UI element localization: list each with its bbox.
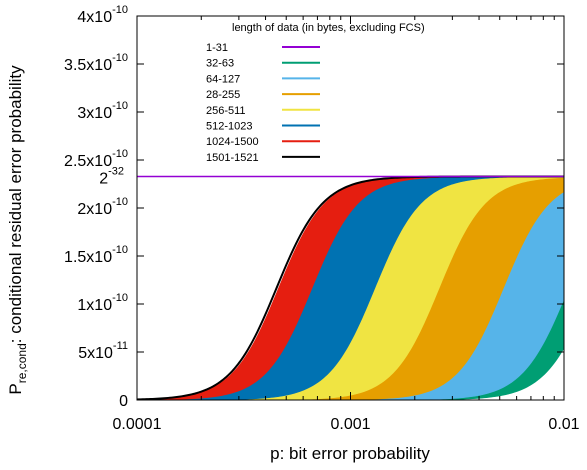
x-tick-label: 0.0001 <box>113 416 162 433</box>
band-1024-1500 <box>137 176 564 400</box>
legend-label: 1-31 <box>206 42 228 54</box>
y-tick-label: 4x10-10 <box>77 4 128 26</box>
legend-label: 64-127 <box>206 73 240 85</box>
y-tick-label: 0 <box>119 393 128 410</box>
legend-label: 1024-1500 <box>206 136 259 148</box>
legend-label: 512-1023 <box>206 121 253 133</box>
legend: length of data (in bytes, excluding FCS)… <box>206 22 425 164</box>
line-layer <box>137 175 564 400</box>
y-tick-label: 5x10-11 <box>78 340 128 362</box>
y-tick-label: 2x10-10 <box>77 196 128 218</box>
x-tick-label: 0.01 <box>548 416 579 433</box>
legend-label: 1501-1521 <box>206 152 259 164</box>
legend-label: 28-255 <box>206 89 240 101</box>
y-tick-label: 3.5x10-10 <box>64 52 128 74</box>
y-tick-label: 2.5x10-10 <box>64 148 128 170</box>
legend-label: 256-511 <box>206 105 246 117</box>
band-layer <box>137 176 564 400</box>
y-tick-label-2pow32: 2-32 <box>99 165 124 187</box>
legend-title: length of data (in bytes, excluding FCS) <box>232 22 425 34</box>
y-tick-label: 1.5x10-10 <box>64 244 128 266</box>
y-tick-label: 3x10-10 <box>77 100 128 122</box>
x-tick-label: 0.001 <box>330 416 370 433</box>
y-axis-label: Pre,cond: conditional residual error pro… <box>6 65 29 395</box>
legend-label: 32-63 <box>206 58 234 70</box>
y-axis-label-rest: : conditional residual error probability <box>6 65 25 343</box>
y-axis-label-sub: re,cond <box>15 343 29 383</box>
x-axis-label: p: bit error probability <box>270 444 430 463</box>
y-axis-label-main: P <box>6 383 25 394</box>
axes-layer: 0 5x10-11 1x10-10 1.5x10-10 2x10-10 2.5x10-10… <box>64 4 580 433</box>
y-tick-label: 1x10-10 <box>77 292 128 314</box>
